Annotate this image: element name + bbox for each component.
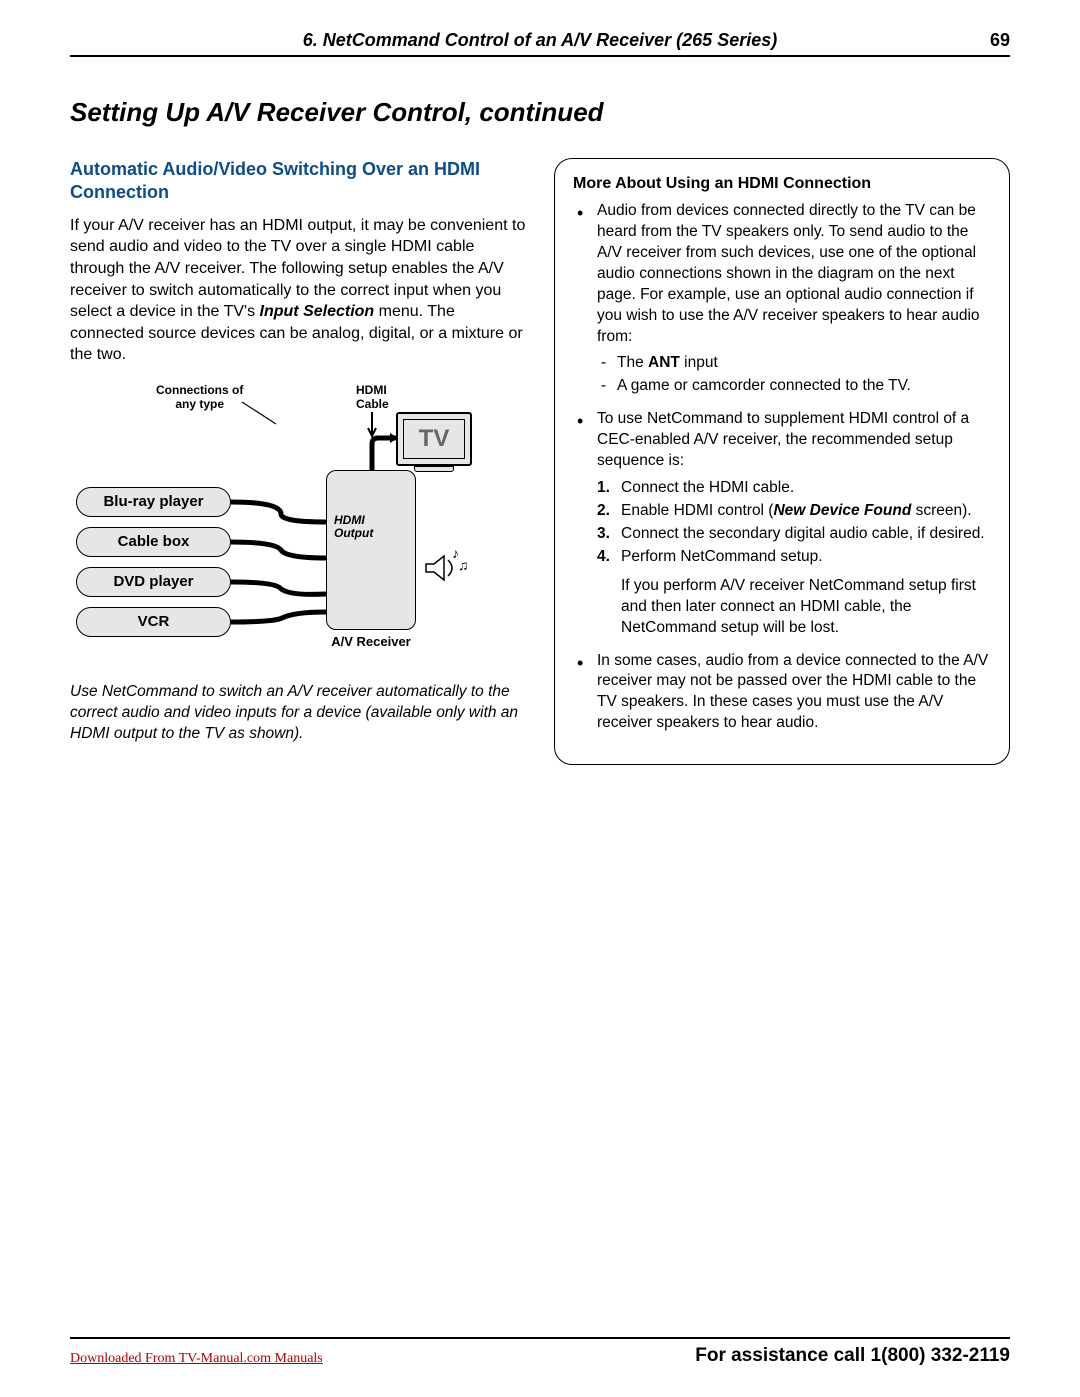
conn-label-text: Connections ofany type <box>156 383 243 411</box>
avr-box <box>326 470 416 630</box>
hdmi-cable-text: HDMICable <box>356 383 389 411</box>
connection-diagram: Connections ofany type HDMICable <box>76 384 476 664</box>
source-dvd: DVD player <box>76 567 231 597</box>
header-spacer <box>70 30 110 51</box>
info-box: More About Using an HDMI Connection Audi… <box>554 158 1010 765</box>
dash-list-1: The ANT input A game or camcorder connec… <box>597 353 991 397</box>
p1-bold: Input Selection <box>260 303 375 320</box>
page-header: 6. NetCommand Control of an A/V Receiver… <box>70 30 1010 57</box>
step-2: 2.Enable HDMI control (New Device Found … <box>597 501 991 522</box>
step-3: 3.Connect the secondary digital audio ca… <box>597 524 991 545</box>
section-heading: Automatic Audio/Video Switching Over an … <box>70 158 526 205</box>
avr-label: A/V Receiver <box>318 634 424 649</box>
source-vcr: VCR <box>76 607 231 637</box>
svg-text:♪: ♪ <box>452 545 459 561</box>
download-link[interactable]: Downloaded From TV-Manual.com Manuals <box>70 1351 323 1367</box>
chapter-title: 6. NetCommand Control of an A/V Receiver… <box>110 30 970 51</box>
content-columns: Automatic Audio/Video Switching Over an … <box>70 158 1010 765</box>
tv-label: TV <box>403 419 465 459</box>
page-number: 69 <box>970 30 1010 51</box>
b2-text: To use NetCommand to supplement HDMI con… <box>597 410 969 469</box>
b1-text: Audio from devices connected directly to… <box>597 202 980 345</box>
b2-after: If you perform A/V receiver NetCommand s… <box>597 576 991 639</box>
svg-text:♫: ♫ <box>458 557 469 573</box>
bullet-2: To use NetCommand to supplement HDMI con… <box>573 409 991 638</box>
page-title: Setting Up A/V Receiver Control, continu… <box>70 97 1010 128</box>
numbered-list: 1.Connect the HDMI cable. 2.Enable HDMI … <box>597 478 991 568</box>
source-cablebox: Cable box <box>76 527 231 557</box>
dash-2: A game or camcorder connected to the TV. <box>597 376 991 397</box>
hdmi-output-label: HDMIOutput <box>334 514 373 540</box>
diagram-caption: Use NetCommand to switch an A/V receiver… <box>70 682 526 745</box>
bullet-1: Audio from devices connected directly to… <box>573 201 991 397</box>
dash-1: The ANT input <box>597 353 991 374</box>
bullet-3: In some cases, audio from a device conne… <box>573 651 991 735</box>
step-1: 1.Connect the HDMI cable. <box>597 478 991 499</box>
page-footer: Downloaded From TV-Manual.com Manuals Fo… <box>70 1337 1010 1367</box>
connections-label: Connections ofany type <box>156 384 243 412</box>
bullet-list: Audio from devices connected directly to… <box>573 201 991 734</box>
hdmi-cable-label: HDMICable <box>356 384 389 412</box>
intro-paragraph: If your A/V receiver has an HDMI output,… <box>70 215 526 366</box>
right-column: More About Using an HDMI Connection Audi… <box>554 158 1010 765</box>
left-column: Automatic Audio/Video Switching Over an … <box>70 158 526 765</box>
tv-icon: TV <box>396 412 472 466</box>
step-4: 4.Perform NetCommand setup. <box>597 547 991 568</box>
info-box-title: More About Using an HDMI Connection <box>573 175 991 193</box>
assistance-phone: For assistance call 1(800) 332-2119 <box>695 1345 1010 1367</box>
source-bluray: Blu-ray player <box>76 487 231 517</box>
